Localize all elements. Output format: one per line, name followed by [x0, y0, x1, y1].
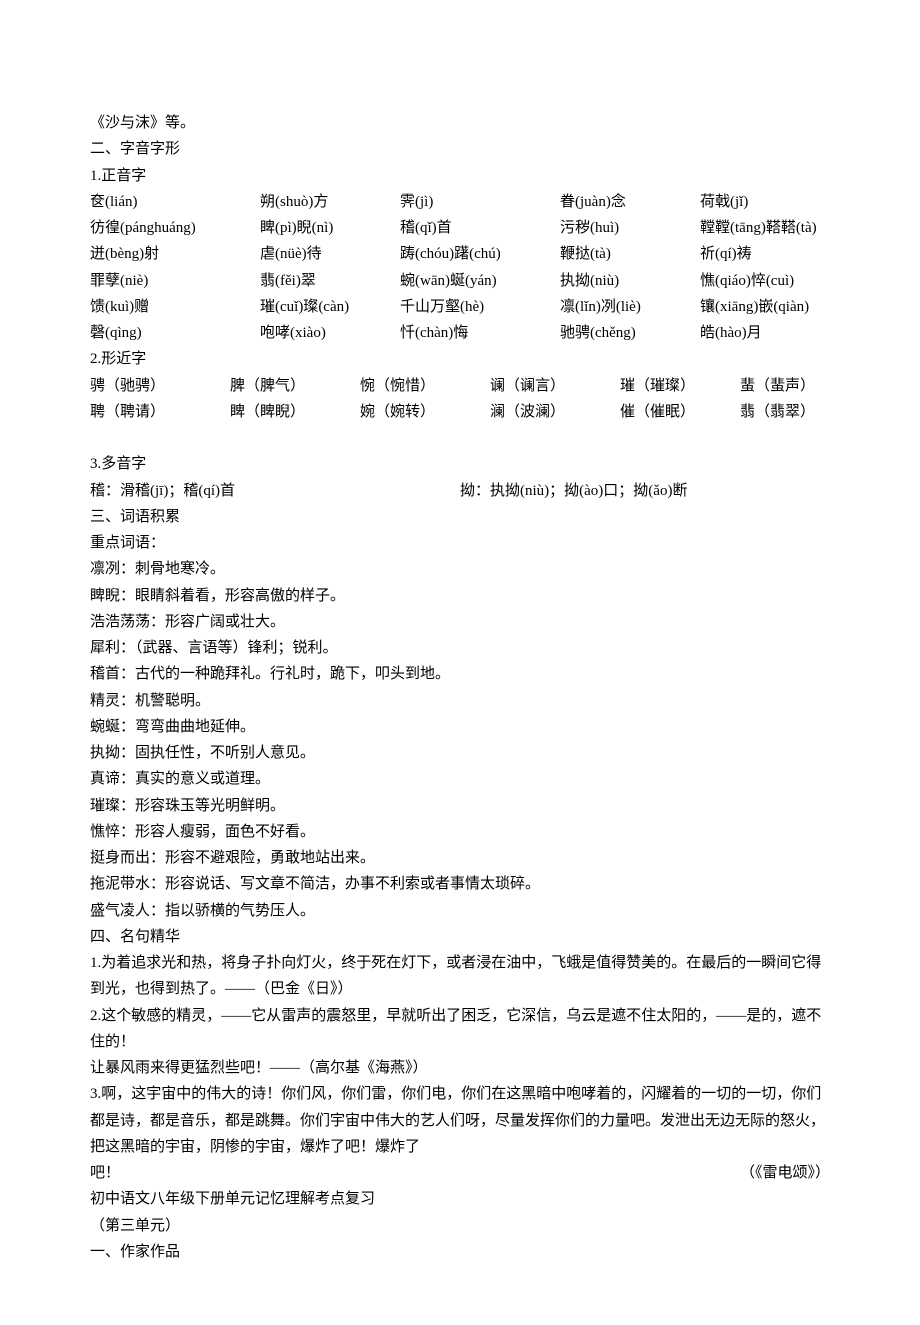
cell: 翡(fěi)翠: [260, 268, 400, 294]
cell: 千山万壑(hè): [400, 294, 560, 320]
cell: 眷(juàn)念: [560, 189, 700, 215]
cell: 翡（翡翠）: [740, 399, 830, 425]
pre-line-1: 二、字音字形: [90, 136, 830, 162]
mingju-last-row: 吧！ （《雷电颂》）: [90, 1160, 830, 1186]
cell: 鞺鞺(tāng)鞳鞳(tà): [700, 215, 830, 241]
cell: 镶(xiāng)嵌(qiàn): [700, 294, 830, 320]
footer-line: 初中语文八年级下册单元记忆理解考点复习: [90, 1186, 830, 1212]
cell: 璀（璀璨）: [620, 373, 740, 399]
pinyin-row: 彷徨(pánghuáng) 睥(pì)睨(nì) 稽(qǐ)首 污秽(huì) …: [90, 215, 830, 241]
cell: 朔(shuò)方: [260, 189, 400, 215]
ciyu-item: 凛冽：刺骨地寒冷。: [90, 556, 830, 582]
cell: 咆哮(xiào): [260, 320, 400, 346]
cell: 凛(lǐn)冽(liè): [560, 294, 700, 320]
cell: 污秽(huì): [560, 215, 700, 241]
cell: 馈(kuì)赠: [90, 294, 260, 320]
mingju-item: 让暴风雨来得更猛烈些吧！——（高尔基《海燕》）: [90, 1055, 830, 1081]
ciyu-item: 挺身而出：形容不避艰险，勇敢地站出来。: [90, 845, 830, 871]
cell: 澜（波澜）: [490, 399, 620, 425]
cell: 惋（惋惜）: [360, 373, 490, 399]
cell: 催（催眠）: [620, 399, 740, 425]
cell: 稽(qǐ)首: [400, 215, 560, 241]
pre-line-0: 《沙与沫》等。: [90, 110, 830, 136]
cell: 蜚（蜚声）: [740, 373, 830, 399]
xingjin-table: 骋（驰骋） 脾（脾气） 惋（惋惜） 谰（谰言） 璀（璀璨） 蜚（蜚声） 聘（聘请…: [90, 373, 830, 426]
cell: 聘（聘请）: [90, 399, 230, 425]
cell: 皓(hào)月: [700, 320, 830, 346]
cell: 谰（谰言）: [490, 373, 620, 399]
cell: 脾（脾气）: [230, 373, 360, 399]
cell: 鞭挞(tà): [560, 241, 700, 267]
ciyu-item: 浩浩荡荡：形容广阔或壮大。: [90, 609, 830, 635]
ciyu-item: 璀璨：形容珠玉等光明鲜明。: [90, 793, 830, 819]
cell: 荷戟(jǐ): [700, 189, 830, 215]
mingju-item: 2.这个敏感的精灵，——它从雷声的震怒里，早就听出了困乏，它深信，乌云是遮不住太…: [90, 1003, 830, 1056]
ciyu-item: 憔悴：形容人瘦弱，面色不好看。: [90, 819, 830, 845]
cell: 憔(qiáo)悴(cuì): [700, 268, 830, 294]
section-mingju: 四、名句精华: [90, 924, 830, 950]
cell: 磬(qìng): [90, 320, 260, 346]
cell: 奁(lián): [90, 189, 260, 215]
ciyu-item: 犀利：（武器、言语等）锋利；锐利。: [90, 635, 830, 661]
section-ciyu-sub: 重点词语：: [90, 530, 830, 556]
pinyin-row: 磬(qìng) 咆哮(xiào) 忏(chàn)悔 驰骋(chěng) 皓(hà…: [90, 320, 830, 346]
cell: 霁(jì): [400, 189, 560, 215]
pre-line-2: 1.正音字: [90, 163, 830, 189]
footer-line: 一、作家作品: [90, 1239, 830, 1265]
mingju-item: 1.为着追求光和热，将身子扑向灯火，终于死在灯下，或者浸在油中，飞蛾是值得赞美的…: [90, 950, 830, 1003]
section-xingjin: 2.形近字: [90, 346, 830, 372]
ciyu-item: 睥睨：眼睛斜着看，形容高傲的样子。: [90, 583, 830, 609]
cell: 罪孽(niè): [90, 268, 260, 294]
cell: 骋（驰骋）: [90, 373, 230, 399]
ciyu-item: 真谛：真实的意义或道理。: [90, 766, 830, 792]
cell: 忏(chàn)悔: [400, 320, 560, 346]
duoyin-left: 稽：滑稽(jī)；稽(qí)首: [90, 478, 460, 504]
xingjin-row: 聘（聘请） 睥（睥睨） 婉（婉转） 澜（波澜） 催（催眠） 翡（翡翠）: [90, 399, 830, 425]
pinyin-row: 奁(lián) 朔(shuò)方 霁(jì) 眷(juàn)念 荷戟(jǐ): [90, 189, 830, 215]
duoyin-row: 稽：滑稽(jī)；稽(qí)首 拗：执拗(niù)；拗(ào)口；拗(ǎo)断: [90, 478, 830, 504]
ciyu-item: 蜿蜒：弯弯曲曲地延伸。: [90, 714, 830, 740]
section-ciyu-title: 三、词语积累: [90, 504, 830, 530]
pinyin-row: 馈(kuì)赠 璀(cuǐ)璨(càn) 千山万壑(hè) 凛(lǐn)冽(li…: [90, 294, 830, 320]
cell: 迸(bèng)射: [90, 241, 260, 267]
cell: 睥（睥睨）: [230, 399, 360, 425]
pinyin-row: 迸(bèng)射 虐(nüè)待 踌(chóu)躇(chú) 鞭挞(tà) 祈(…: [90, 241, 830, 267]
cell: 虐(nüè)待: [260, 241, 400, 267]
ciyu-item: 拖泥带水：形容说话、写文章不简洁，办事不利索或者事情太琐碎。: [90, 871, 830, 897]
ciyu-item: 稽首：古代的一种跪拜礼。行礼时，跪下，叩头到地。: [90, 661, 830, 687]
cell: 蜿(wān)蜒(yán): [400, 268, 560, 294]
pinyin-row: 罪孽(niè) 翡(fěi)翠 蜿(wān)蜒(yán) 执拗(niù) 憔(q…: [90, 268, 830, 294]
cell: 执拗(niù): [560, 268, 700, 294]
cell: 祈(qí)祷: [700, 241, 830, 267]
pinyin-table: 奁(lián) 朔(shuò)方 霁(jì) 眷(juàn)念 荷戟(jǐ) 彷…: [90, 189, 830, 347]
cell: 婉（婉转）: [360, 399, 490, 425]
ciyu-item: 执拗：固执任性，不听别人意见。: [90, 740, 830, 766]
cell: 璀(cuǐ)璨(càn): [260, 294, 400, 320]
xingjin-row: 骋（驰骋） 脾（脾气） 惋（惋惜） 谰（谰言） 璀（璀璨） 蜚（蜚声）: [90, 373, 830, 399]
duoyin-right: 拗：执拗(niù)；拗(ào)口；拗(ǎo)断: [460, 478, 830, 504]
cell: 驰骋(chěng): [560, 320, 700, 346]
cell: 睥(pì)睨(nì): [260, 215, 400, 241]
cell: 踌(chóu)躇(chú): [400, 241, 560, 267]
blank-line: [90, 425, 830, 451]
document-page: 《沙与沫》等。 二、字音字形 1.正音字 奁(lián) 朔(shuò)方 霁(…: [0, 0, 920, 1325]
ciyu-item: 精灵：机警聪明。: [90, 688, 830, 714]
mingju-last-source: （《雷电颂》）: [600, 1160, 830, 1186]
footer-line: （第三单元）: [90, 1213, 830, 1239]
mingju-item: 3.啊，这宇宙中的伟大的诗！你们风，你们雷，你们电，你们在这黑暗中咆哮着的，闪耀…: [90, 1081, 830, 1160]
section-duoyin: 3.多音字: [90, 451, 830, 477]
mingju-last-text: 吧！: [90, 1160, 600, 1186]
ciyu-item: 盛气凌人：指以骄横的气势压人。: [90, 898, 830, 924]
cell: 彷徨(pánghuáng): [90, 215, 260, 241]
